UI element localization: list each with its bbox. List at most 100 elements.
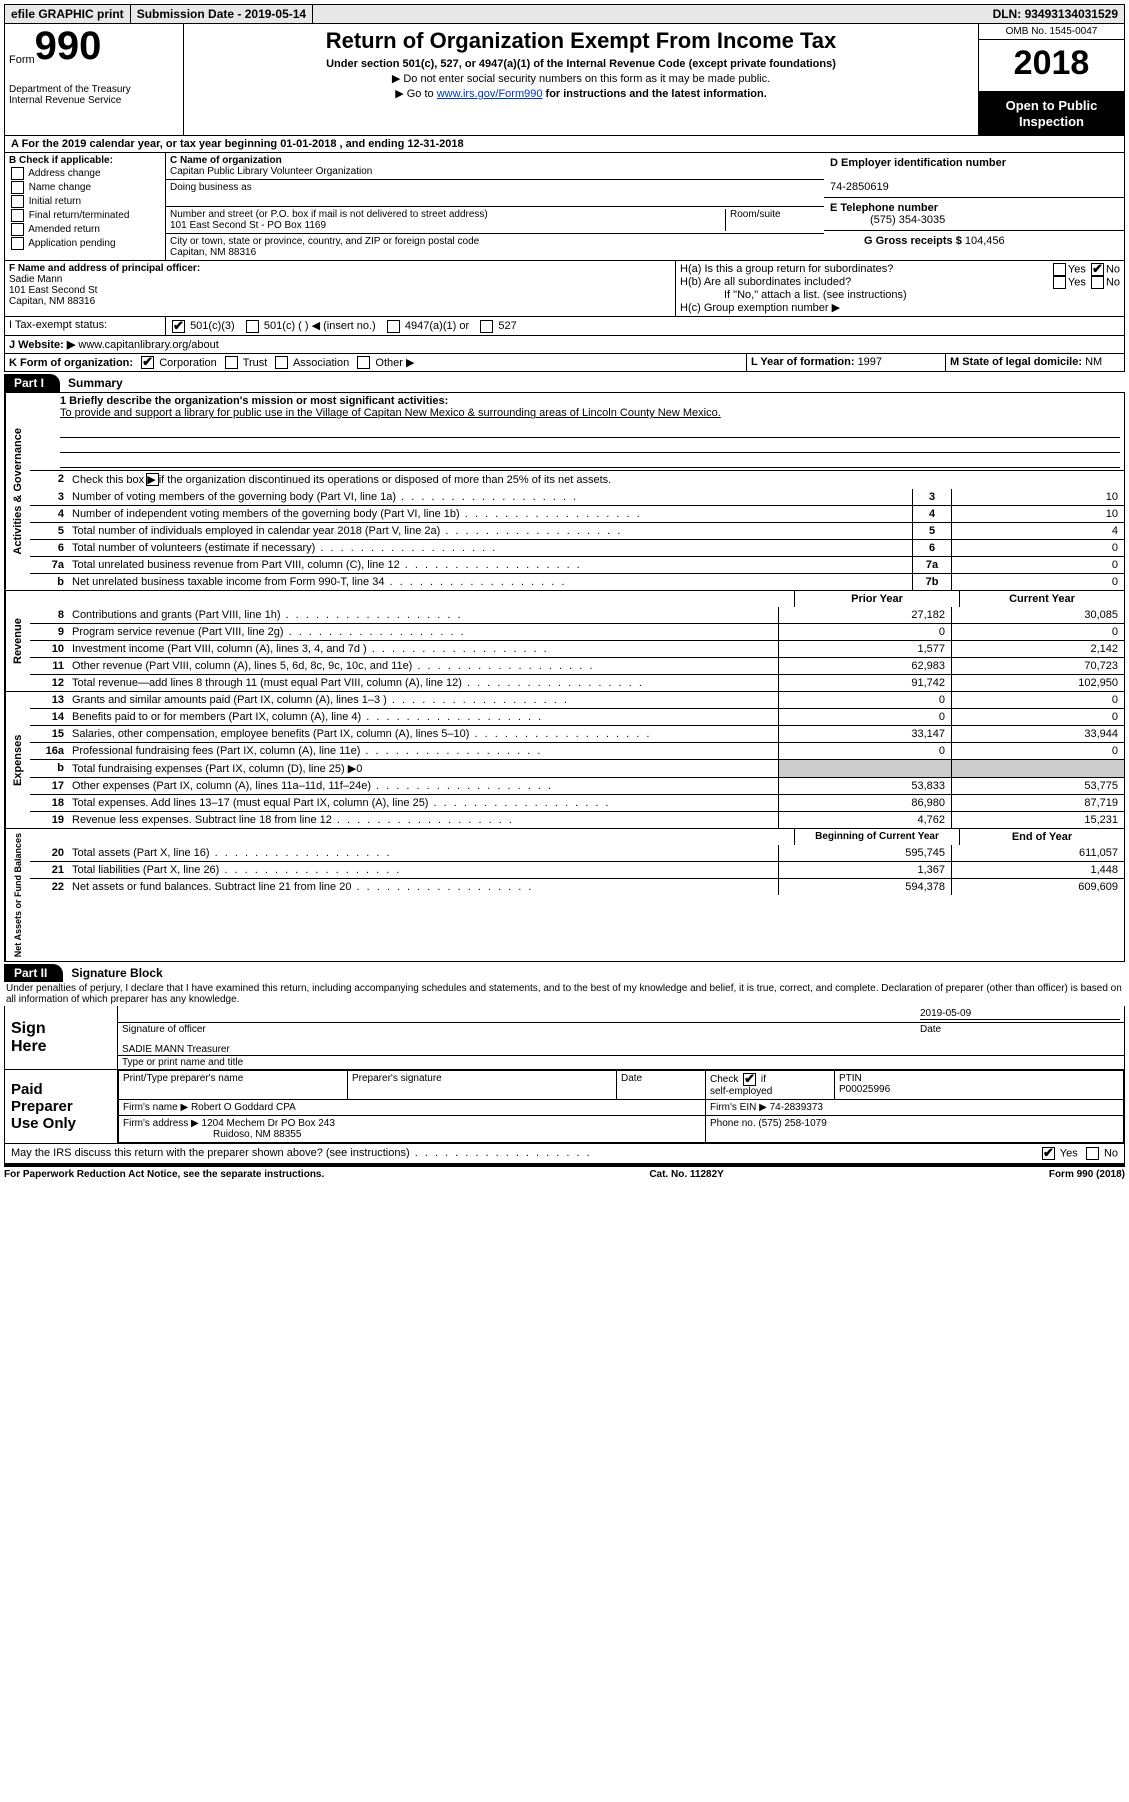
current-year-val: 102,950 [951, 675, 1124, 691]
ha-yes[interactable] [1053, 263, 1066, 276]
form-word: Form [9, 54, 35, 66]
room-label: Room/suite [725, 209, 820, 231]
firm-addr2: Ruidoso, NM 88355 [123, 1129, 301, 1140]
prior-year-val: 594,378 [778, 879, 951, 895]
footer-left: For Paperwork Reduction Act Notice, see … [4, 1169, 324, 1180]
check-discontinued[interactable] [146, 473, 159, 486]
ein-value: 74-2850619 [830, 181, 889, 193]
name-title-label: Type or print name and title [118, 1056, 1124, 1069]
firm-ein-label: Firm's EIN ▶ [710, 1102, 767, 1113]
line-text: Total revenue—add lines 8 through 11 (mu… [68, 675, 778, 691]
line-num: 15 [30, 726, 68, 742]
hb-yes[interactable] [1053, 276, 1066, 289]
sign-date: 2019-05-09 [920, 1008, 1120, 1020]
officer-signed-name: SADIE MANN Treasurer [118, 1036, 1124, 1056]
discuss-no[interactable] [1086, 1147, 1099, 1160]
q2: Check this box ▶ if the organization dis… [68, 471, 1124, 489]
current-year-val: 70,723 [951, 658, 1124, 674]
officer-label: F Name and address of principal officer: [9, 263, 200, 274]
check-527[interactable] [480, 320, 493, 333]
line-num: 13 [30, 692, 68, 708]
block-c: C Name of organization Capitan Public Li… [166, 153, 824, 260]
line-num: 5 [30, 523, 68, 539]
check-amended[interactable] [11, 223, 24, 236]
line-num: 20 [30, 845, 68, 861]
page-footer: For Paperwork Reduction Act Notice, see … [4, 1167, 1125, 1180]
line-text: Total unrelated business revenue from Pa… [68, 557, 912, 573]
prior-year-val: 1,367 [778, 862, 951, 878]
current-year-val: 87,719 [951, 795, 1124, 811]
form-header: Form 990 Department of the Treasury Inte… [4, 24, 1125, 136]
check-final-return[interactable] [11, 209, 24, 222]
org-city: Capitan, NM 88316 [170, 247, 256, 258]
check-assoc[interactable] [275, 356, 288, 369]
ha-no[interactable] [1091, 263, 1104, 276]
check-corp[interactable] [141, 356, 154, 369]
footer-right: Form 990 (2018) [1049, 1169, 1125, 1180]
part1-header: Part I Summary [4, 374, 1125, 392]
line-num: 9 [30, 624, 68, 640]
hb-no[interactable] [1091, 276, 1104, 289]
phone-label: E Telephone number [830, 202, 938, 214]
prior-year-val [778, 760, 951, 777]
form-of-org-label: K Form of organization: [9, 357, 133, 369]
line-text: Other expenses (Part IX, column (A), lin… [68, 778, 778, 794]
check-self-employed[interactable] [743, 1073, 756, 1086]
line-num: 3 [30, 489, 68, 505]
line-text: Total number of volunteers (estimate if … [68, 540, 912, 556]
line-box: 5 [912, 523, 951, 539]
org-name-label: C Name of organization [170, 155, 282, 166]
line-num: b [30, 574, 68, 590]
line-num: 4 [30, 506, 68, 522]
ein-label: D Employer identification number [830, 157, 1006, 169]
prior-year-val: 595,745 [778, 845, 951, 861]
firm-addr-label: Firm's address ▶ [123, 1118, 199, 1129]
phone-value: (575) 354-3035 [830, 214, 945, 226]
check-trust[interactable] [225, 356, 238, 369]
check-app-pending[interactable] [11, 237, 24, 250]
line-val: 10 [951, 489, 1124, 505]
check-4947[interactable] [387, 320, 400, 333]
line-text: Professional fundraising fees (Part IX, … [68, 743, 778, 759]
line-text: Number of independent voting members of … [68, 506, 912, 522]
line-num: 21 [30, 862, 68, 878]
line-text: Grants and similar amounts paid (Part IX… [68, 692, 778, 708]
firm-name: Robert O Goddard CPA [191, 1102, 296, 1113]
line-num: 19 [30, 812, 68, 828]
irs-link[interactable]: www.irs.gov/Form990 [437, 88, 543, 100]
line-num: 12 [30, 675, 68, 691]
q1-label: 1 Briefly describe the organization's mi… [60, 395, 448, 407]
line-num: 6 [30, 540, 68, 556]
line-num: 14 [30, 709, 68, 725]
check-name-change[interactable] [11, 181, 24, 194]
current-year-val: 0 [951, 743, 1124, 759]
check-501c3[interactable] [172, 320, 185, 333]
line-text: Revenue less expenses. Subtract line 18 … [68, 812, 778, 828]
line-text: Total liabilities (Part X, line 26) [68, 862, 778, 878]
current-year-val: 15,231 [951, 812, 1124, 828]
prior-year-val: 91,742 [778, 675, 951, 691]
line-num: 16a [30, 743, 68, 759]
header-right: OMB No. 1545-0047 2018 Open to PublicIns… [979, 24, 1124, 135]
q1-value: To provide and support a library for pub… [60, 407, 721, 419]
discuss-yes[interactable] [1042, 1147, 1055, 1160]
line-text: Other revenue (Part VIII, column (A), li… [68, 658, 778, 674]
header-left: Form 990 Department of the Treasury Inte… [5, 24, 184, 135]
line-text: Total fundraising expenses (Part IX, col… [68, 760, 778, 777]
submission-date: Submission Date - 2019-05-14 [131, 5, 313, 23]
paid-preparer-label: PaidPreparerUse Only [5, 1070, 118, 1143]
check-initial-return[interactable] [11, 195, 24, 208]
check-other[interactable] [357, 356, 370, 369]
line-num: 11 [30, 658, 68, 674]
block-b: B Check if applicable: Address change Na… [5, 153, 166, 260]
prior-year-val: 53,833 [778, 778, 951, 794]
city-label: City or town, state or province, country… [170, 236, 479, 247]
check-address-change[interactable] [11, 167, 24, 180]
block-i: I Tax-exempt status: 501(c)(3) 501(c) ( … [4, 317, 1125, 336]
line-text: Investment income (Part VIII, column (A)… [68, 641, 778, 657]
block-right: D Employer identification number 74-2850… [824, 153, 1124, 260]
current-year-val: 0 [951, 624, 1124, 640]
dba-label: Doing business as [170, 182, 252, 193]
preparer-table: Print/Type preparer's name Preparer's si… [118, 1070, 1124, 1143]
check-501c[interactable] [246, 320, 259, 333]
